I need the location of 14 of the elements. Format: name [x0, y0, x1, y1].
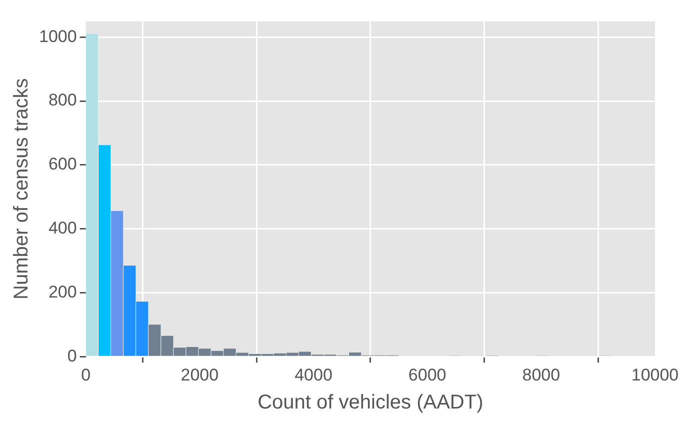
y-axis-title: Number of census tracks: [10, 78, 33, 300]
x-axis-title: Count of vehicles (AADT): [258, 392, 484, 414]
y-tick-label: 600: [48, 154, 77, 174]
y-tick-label: 1000: [38, 26, 77, 46]
y-tick-label: 800: [48, 90, 77, 110]
x-tick-label: 8000: [522, 365, 560, 384]
y-tick-label: 200: [48, 282, 77, 302]
x-tick-label: 0: [81, 365, 91, 384]
x-tick-label: 2000: [180, 365, 219, 384]
x-tick-label: 6000: [408, 365, 446, 384]
x-tick-label: 10000: [631, 365, 679, 384]
x-tick-label: 4000: [294, 365, 332, 384]
y-tick-label: 0: [67, 346, 77, 366]
y-tick-label: 400: [48, 218, 77, 238]
